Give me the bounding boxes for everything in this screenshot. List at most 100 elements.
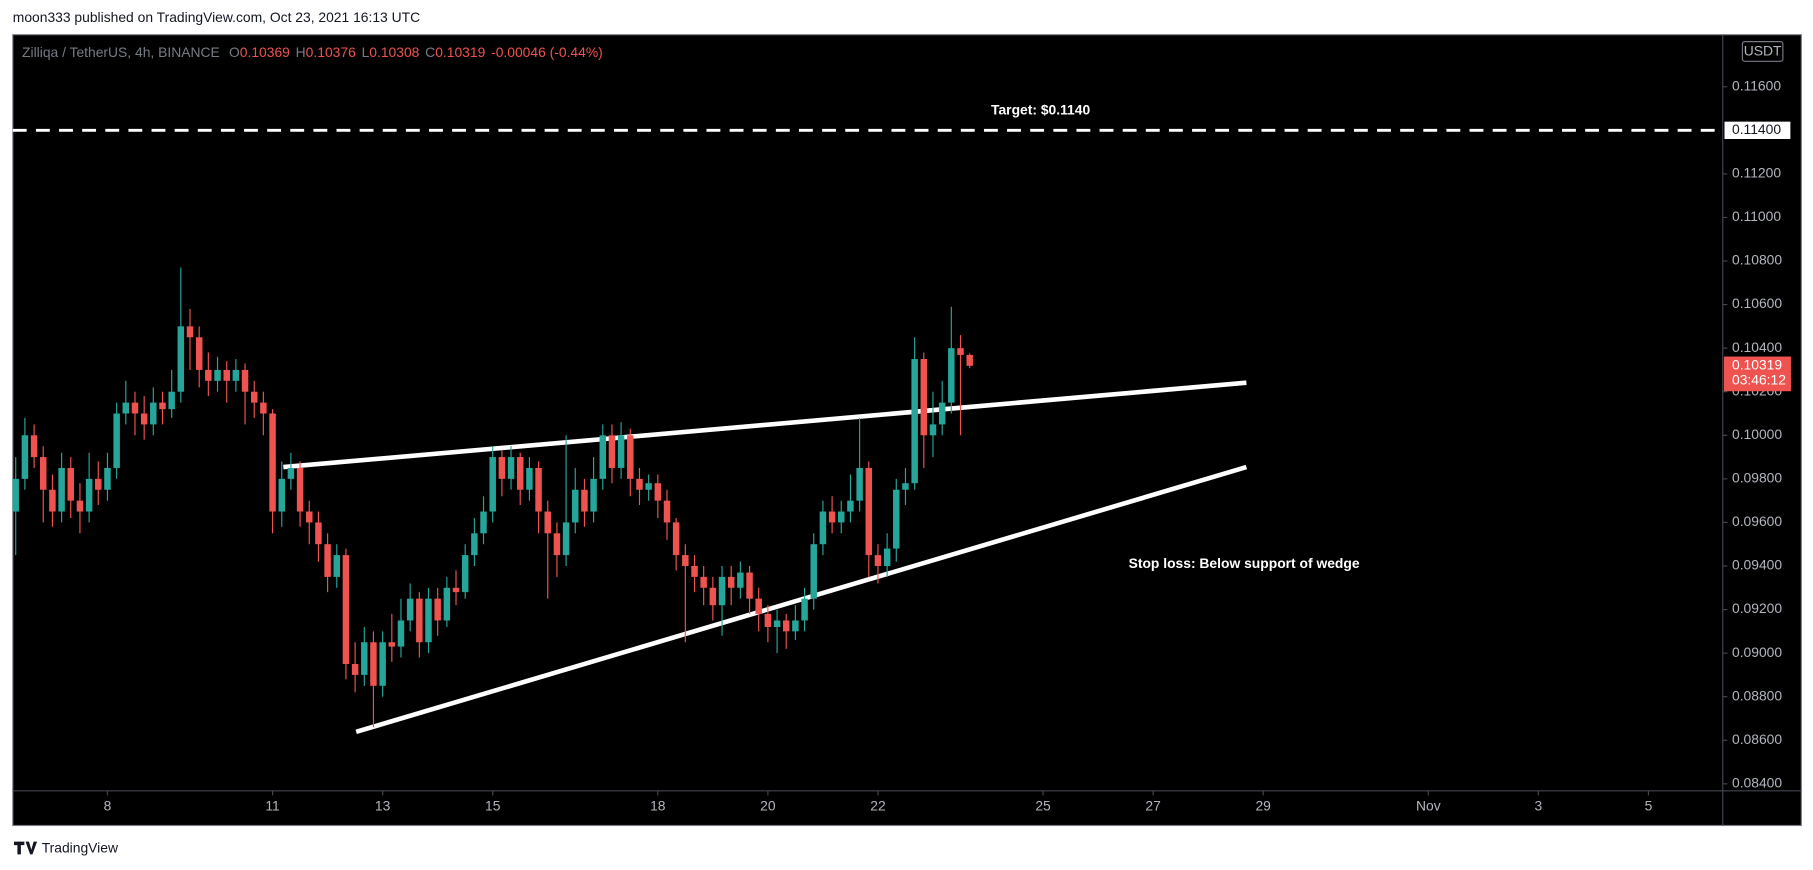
candle-body (746, 572, 753, 599)
ohlc-letter: L (362, 44, 370, 60)
candle-body (709, 587, 717, 606)
candle-body (911, 359, 918, 484)
candle-body (223, 369, 230, 381)
y-tick-label: 0.10000 (1732, 426, 1782, 442)
x-tick-label: Nov (1416, 798, 1441, 814)
candle-body (755, 598, 762, 614)
last-price-label: 0.10319 (1732, 356, 1782, 372)
candle-body (315, 522, 322, 545)
chart-frame (12, 34, 1802, 827)
x-tick-label: 18 (650, 798, 666, 814)
candle-body (58, 467, 65, 512)
candle-body (782, 620, 790, 632)
candle-body (718, 576, 726, 606)
candle-body (654, 483, 662, 501)
x-tick-label: 5 (1645, 798, 1653, 814)
candle-body (278, 478, 285, 512)
candle-body (39, 457, 47, 490)
change: -0.00046 (-0.44%) (491, 44, 603, 60)
candle-body (874, 555, 882, 566)
candle-body (85, 478, 93, 512)
candle-body (691, 565, 698, 577)
currency-box (1741, 41, 1784, 62)
wedge-support (355, 464, 1248, 735)
stoploss-annotation: Stop loss: Below support of wedge (1129, 555, 1360, 571)
close-value: 0.10319 (435, 44, 485, 60)
y-tick-label: 0.08600 (1732, 731, 1782, 747)
candle-body (590, 478, 597, 512)
candle-body (406, 598, 414, 621)
candle-body (461, 555, 469, 593)
target-tag (1723, 120, 1792, 141)
candle-body (296, 467, 304, 512)
candle-body (443, 587, 451, 621)
candle-body (727, 576, 735, 588)
candle-body (572, 489, 579, 523)
candle-body (150, 402, 157, 425)
candle-body (168, 391, 175, 410)
candle-body (957, 348, 964, 355)
candle-body (241, 369, 249, 392)
candle-body (883, 548, 891, 566)
candle-body (131, 402, 139, 414)
candle-body (865, 467, 872, 556)
candle-body (562, 522, 570, 556)
candle-body (507, 457, 515, 479)
low-value: 0.10308 (369, 44, 419, 60)
candle-body (553, 533, 561, 556)
candle-body (700, 576, 707, 588)
y-tick-label: 0.08800 (1732, 687, 1782, 703)
x-tick-label: 15 (485, 798, 501, 814)
wedge-resistance (283, 380, 1247, 470)
candle-body (682, 555, 689, 566)
candle-body (251, 391, 258, 403)
candle-body (810, 544, 817, 599)
candle-body (306, 511, 313, 523)
candle-body (21, 435, 29, 479)
candle-body (617, 435, 625, 468)
candle-body (489, 457, 496, 512)
candle-body (452, 587, 460, 593)
candle-body (792, 620, 799, 632)
candle-body (938, 402, 946, 425)
candle-body (195, 337, 203, 370)
x-tick-label: 29 (1255, 798, 1271, 814)
candle-body (76, 500, 84, 512)
candle-body (737, 572, 744, 588)
candle-body (379, 642, 386, 686)
countdown: 03:46:12 (1732, 371, 1786, 387)
candle-body (480, 511, 487, 534)
candle-body (67, 467, 74, 501)
candle-body (645, 483, 652, 490)
y-tick-label: 0.09600 (1732, 513, 1782, 529)
footer-brand: TradingView (42, 839, 119, 855)
publisher-line: moon333 published on TradingView.com, Oc… (13, 9, 420, 25)
candle-body (838, 511, 845, 523)
candle-body (397, 620, 405, 647)
candle-body (929, 424, 937, 436)
candle-body (260, 402, 267, 414)
y-tick-label: 0.09200 (1732, 600, 1782, 616)
ohlc-letter: O (229, 44, 240, 60)
y-tick-label: 0.10400 (1732, 339, 1782, 355)
candle-body (893, 489, 900, 549)
high-value: 0.10376 (306, 44, 356, 60)
candle-body (186, 326, 194, 338)
ohlc-letter: C (425, 44, 435, 60)
candle-body (581, 489, 588, 512)
symbol-title: Zilliqa / TetherUS, 4h, BINANCE (22, 44, 220, 60)
y-tick-label: 0.10800 (1732, 252, 1782, 268)
x-tick-label: 13 (375, 798, 391, 814)
candle-body (526, 467, 533, 490)
candle-body (902, 483, 909, 490)
candle-body (920, 359, 928, 436)
y-tick-label: 0.10600 (1732, 295, 1782, 311)
candle-body (498, 457, 506, 479)
candle-body (232, 369, 240, 381)
candle-body (599, 435, 607, 479)
candle-body (856, 467, 863, 501)
candle-body (425, 598, 432, 643)
target-tag-label: 0.11400 (1732, 121, 1781, 137)
